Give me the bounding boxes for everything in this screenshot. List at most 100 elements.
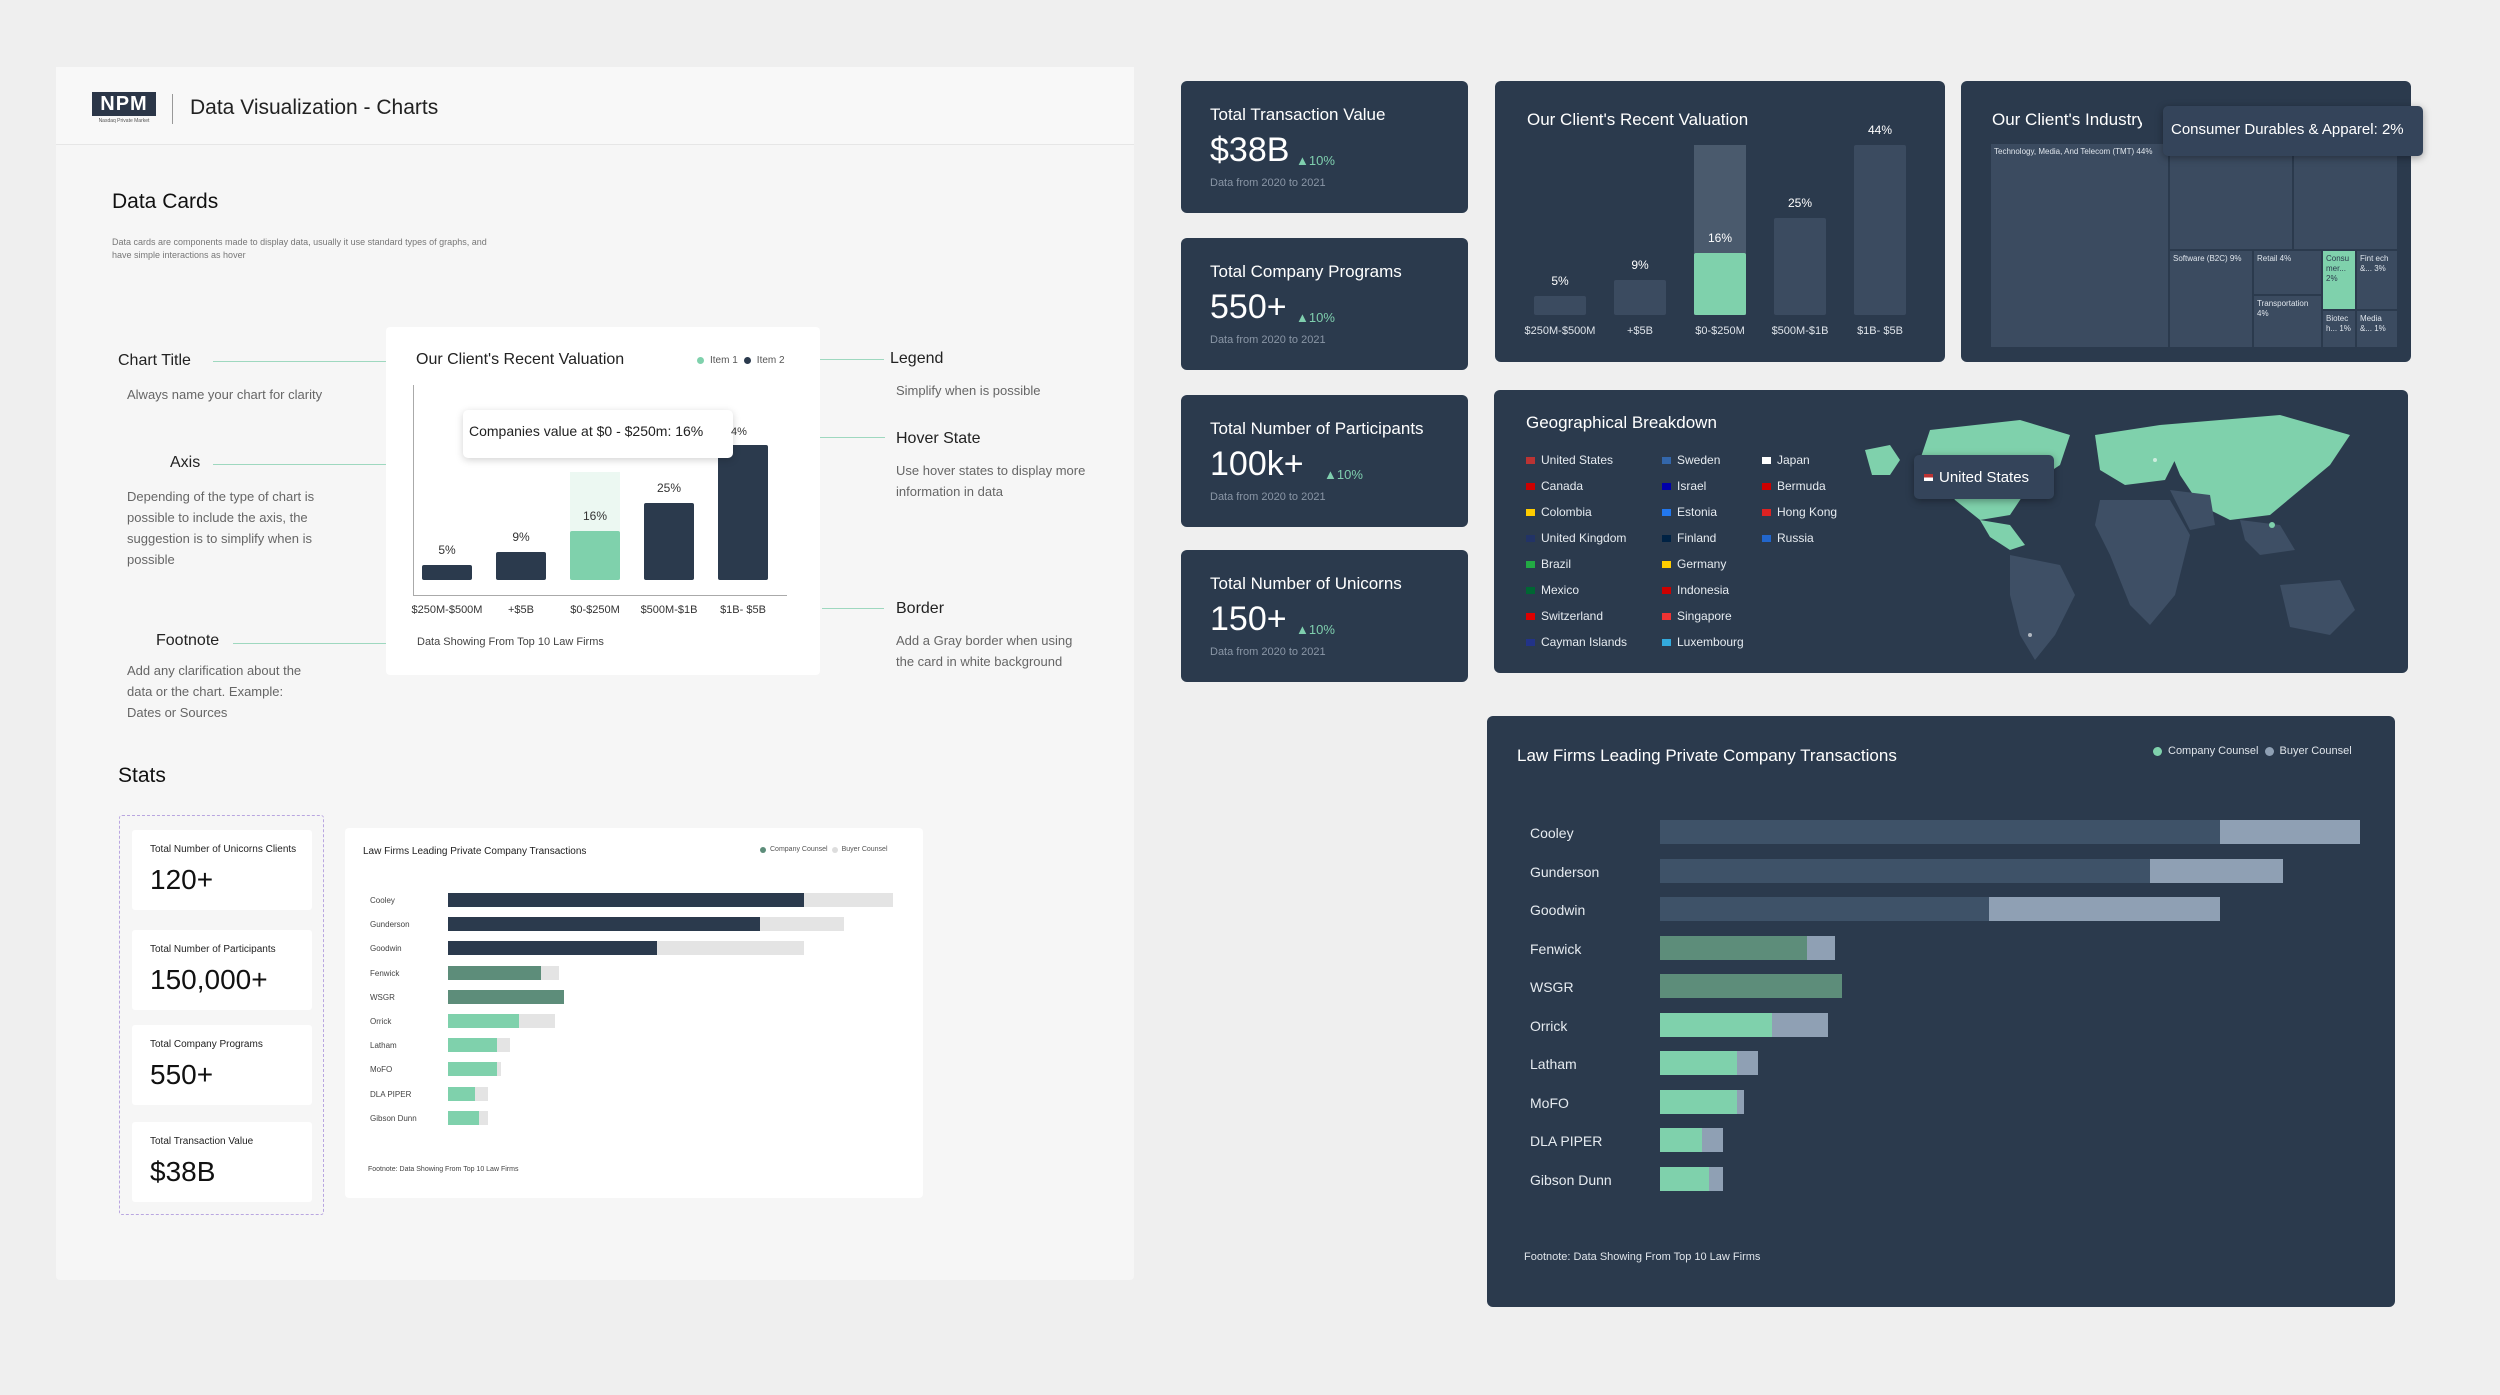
- bar[interactable]: [570, 530, 620, 580]
- npm-logo[interactable]: NPM: [92, 92, 156, 116]
- mini-stat-title: Total Transaction Value: [150, 1136, 254, 1147]
- treemap-cell[interactable]: Media &... 1%: [2356, 310, 2398, 348]
- legend-dot-icon: [2264, 746, 2274, 756]
- company-counsel-bar[interactable]: [1660, 858, 2150, 883]
- legend-dot-icon: [697, 357, 704, 364]
- law-firm-name: DLA PIPER: [1530, 1133, 1603, 1149]
- geo-list-item[interactable]: Colombia: [1526, 499, 1627, 525]
- company-counsel-bar[interactable]: [448, 1086, 475, 1101]
- geo-list-item[interactable]: Sweden: [1662, 447, 1744, 473]
- stat-card-footnote: Data from 2020 to 2021: [1210, 334, 1326, 346]
- company-counsel-bar[interactable]: [1660, 897, 1989, 921]
- bar-data-label: 44%: [1867, 123, 1893, 137]
- geo-list-item[interactable]: Israel: [1662, 473, 1744, 499]
- geo-list-item[interactable]: Germany: [1662, 551, 1744, 577]
- stat-card-title: Total Transaction Value: [1210, 105, 1386, 124]
- middle-east-shape: [2170, 490, 2215, 530]
- bar[interactable]: [1854, 145, 1906, 315]
- x-tick-label: $250M-$500M: [1524, 325, 1596, 337]
- company-counsel-bar[interactable]: [448, 965, 542, 980]
- geo-list-item[interactable]: Hong Kong: [1762, 499, 1837, 525]
- geo-list-item[interactable]: Canada: [1526, 473, 1627, 499]
- country-flag-icon: [1762, 482, 1771, 490]
- geo-list-item[interactable]: Singapore: [1662, 603, 1744, 629]
- law-firm-name: Latham: [1530, 1056, 1577, 1072]
- company-counsel-bar[interactable]: [448, 941, 658, 956]
- company-counsel-bar[interactable]: [1660, 1089, 1737, 1114]
- geo-list-item[interactable]: Japan: [1762, 447, 1837, 473]
- stat-card-title: Total Company Programs: [1210, 262, 1402, 281]
- bar[interactable]: [644, 503, 694, 580]
- geo-list-item[interactable]: Brazil: [1526, 551, 1627, 577]
- country-flag-icon: [1762, 456, 1771, 464]
- bar[interactable]: [1774, 218, 1826, 315]
- geo-list-item[interactable]: Switzerland: [1526, 603, 1627, 629]
- company-counsel-bar[interactable]: [1660, 820, 2220, 844]
- law-firms-footnote: Footnote: Data Showing From Top 10 Law F…: [1524, 1251, 1761, 1263]
- company-counsel-bar[interactable]: [1660, 974, 1842, 998]
- bar[interactable]: [1534, 295, 1586, 315]
- treemap-cell[interactable]: Transportation 4%: [2253, 295, 2322, 348]
- bar[interactable]: [718, 445, 768, 580]
- geo-title: Geographical Breakdown: [1526, 413, 1717, 432]
- geo-list-item[interactable]: Finland: [1662, 525, 1744, 551]
- geo-list-item[interactable]: Bermuda: [1762, 473, 1837, 499]
- company-counsel-bar[interactable]: [1660, 1128, 1702, 1152]
- page-title: Data Visualization - Charts: [190, 96, 439, 119]
- law-firm-name: DLA PIPER: [370, 1089, 412, 1099]
- treemap-cell[interactable]: Retail 4%: [2253, 250, 2322, 295]
- greenland-shape: [1865, 445, 1900, 475]
- treemap-tooltip: Consumer Durables & Apparel: 2%: [2163, 106, 2423, 156]
- x-tick-label: +$5B: [1627, 325, 1653, 337]
- company-counsel-bar[interactable]: [1660, 1166, 1709, 1191]
- treemap-cell[interactable]: 17%: [2169, 143, 2293, 250]
- geo-list-item[interactable]: Indonesia: [1662, 577, 1744, 603]
- company-counsel-bar[interactable]: [448, 1110, 480, 1125]
- law-firms-card: [1487, 716, 2395, 1307]
- geo-list-item[interactable]: Cayman Islands: [1526, 629, 1627, 655]
- geo-list-item[interactable]: Luxembourg: [1662, 629, 1744, 655]
- company-counsel-bar[interactable]: [448, 1038, 497, 1053]
- geo-list-item[interactable]: Russia: [1762, 525, 1837, 551]
- stat-card: [1181, 395, 1468, 527]
- stat-card: [1181, 238, 1468, 370]
- bar-data-label: 25%: [1787, 196, 1813, 211]
- us-flag-icon: [1924, 473, 1933, 481]
- mini-stat-value: 120+: [150, 864, 214, 895]
- law-firm-name: Orrick: [370, 1017, 392, 1026]
- treemap-cell[interactable]: Technology 15%: [2293, 143, 2398, 250]
- company-counsel-bar[interactable]: [448, 917, 760, 932]
- geo-list-item[interactable]: United States: [1526, 447, 1627, 473]
- data-cards-heading: Data Cards: [112, 190, 219, 213]
- company-counsel-bar[interactable]: [1660, 935, 1807, 960]
- mini-stat-title: Total Number of Unicorns Clients: [150, 844, 297, 855]
- company-counsel-bar[interactable]: [448, 1014, 520, 1028]
- law-firms-legend: Company Counsel Buyer Counsel: [2153, 745, 2352, 757]
- treemap-cell[interactable]: Fint ech &... 3%: [2356, 250, 2398, 310]
- bar[interactable]: [496, 552, 546, 580]
- company-counsel-bar[interactable]: [1660, 1051, 1737, 1075]
- company-counsel-bar[interactable]: [448, 1062, 497, 1077]
- x-tick-label: $500M-$1B: [1771, 325, 1829, 337]
- stats-heading: Stats: [118, 764, 166, 787]
- bar[interactable]: [1614, 280, 1666, 315]
- geo-list-item[interactable]: Mexico: [1526, 577, 1627, 603]
- treemap-cell[interactable]: Technology, Media, And Telecom (TMT) 44%: [1990, 143, 2169, 348]
- world-map[interactable]: [1860, 405, 2380, 665]
- law-firm-name: Goodwin: [370, 944, 402, 954]
- mini-stat-value: 550+: [150, 1059, 214, 1090]
- bar[interactable]: [422, 564, 472, 580]
- bar[interactable]: [1694, 253, 1746, 315]
- treemap-cell[interactable]: Software (B2C) 9%: [2169, 250, 2253, 348]
- bar-data-label: 5%: [1551, 273, 1569, 288]
- south-america-shape: [2010, 555, 2075, 660]
- map-dot: [2269, 522, 2275, 528]
- geo-list-item[interactable]: Estonia: [1662, 499, 1744, 525]
- treemap-cell[interactable]: Biotec h... 1%: [2322, 310, 2356, 348]
- company-counsel-bar[interactable]: [1660, 1012, 1772, 1037]
- header-divider: [172, 94, 173, 124]
- treemap-cell-highlighted[interactable]: Consu mer... 2%: [2322, 250, 2356, 310]
- geo-list-item[interactable]: United Kingdom: [1526, 525, 1627, 551]
- company-counsel-bar[interactable]: [448, 893, 804, 907]
- company-counsel-bar[interactable]: [448, 989, 564, 1004]
